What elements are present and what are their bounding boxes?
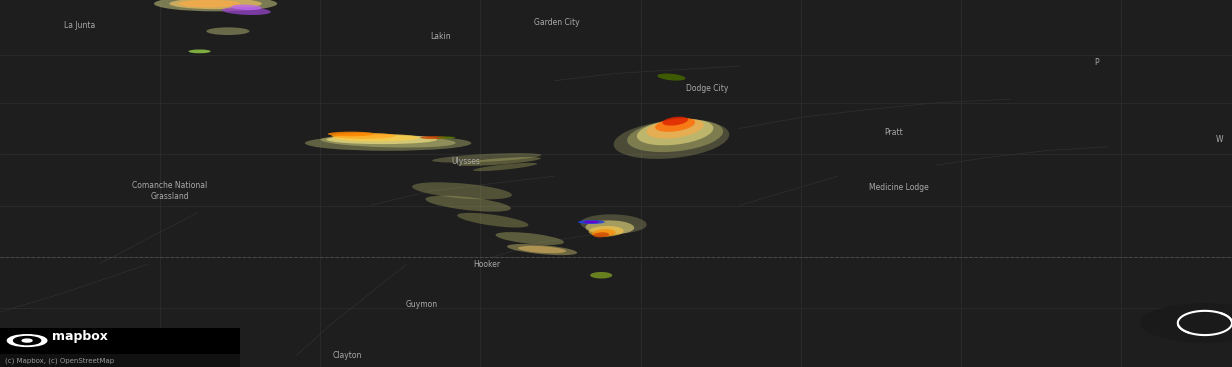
FancyBboxPatch shape: [0, 354, 240, 367]
Ellipse shape: [495, 232, 564, 245]
Ellipse shape: [578, 220, 605, 224]
Ellipse shape: [637, 119, 713, 145]
Ellipse shape: [232, 4, 261, 10]
Ellipse shape: [328, 132, 375, 136]
Ellipse shape: [627, 120, 723, 152]
Text: Comanche National
Grassland: Comanche National Grassland: [132, 181, 208, 200]
Ellipse shape: [326, 135, 437, 144]
Ellipse shape: [473, 163, 537, 171]
Ellipse shape: [436, 137, 456, 139]
Text: Medicine Lodge: Medicine Lodge: [870, 183, 929, 192]
Ellipse shape: [432, 153, 541, 163]
Ellipse shape: [584, 221, 600, 223]
Ellipse shape: [590, 272, 612, 279]
Text: Dodge City: Dodge City: [686, 84, 728, 92]
Ellipse shape: [663, 117, 687, 126]
Ellipse shape: [519, 246, 565, 253]
Text: Garden City: Garden City: [533, 18, 580, 26]
Ellipse shape: [425, 196, 511, 212]
Ellipse shape: [154, 0, 277, 11]
Ellipse shape: [333, 134, 419, 141]
Ellipse shape: [331, 133, 395, 139]
Ellipse shape: [420, 136, 447, 139]
Ellipse shape: [179, 0, 240, 7]
Text: Clayton: Clayton: [333, 352, 362, 360]
Text: P: P: [1094, 58, 1099, 67]
Ellipse shape: [207, 28, 249, 35]
Ellipse shape: [413, 182, 511, 199]
Circle shape: [1141, 304, 1232, 342]
Ellipse shape: [658, 73, 685, 81]
Circle shape: [7, 335, 47, 346]
Ellipse shape: [591, 229, 616, 237]
Circle shape: [22, 339, 32, 342]
Text: Lakin: Lakin: [431, 32, 451, 41]
Text: W: W: [1216, 135, 1223, 144]
Circle shape: [14, 337, 41, 345]
Ellipse shape: [585, 220, 634, 235]
Ellipse shape: [594, 232, 609, 237]
Ellipse shape: [457, 157, 541, 166]
Ellipse shape: [169, 0, 262, 9]
Ellipse shape: [320, 135, 456, 148]
Ellipse shape: [647, 119, 703, 138]
Ellipse shape: [188, 50, 211, 53]
Ellipse shape: [580, 214, 647, 233]
Text: mapbox: mapbox: [52, 330, 107, 344]
Ellipse shape: [304, 135, 471, 151]
Text: Hooker: Hooker: [473, 260, 500, 269]
Text: La Junta: La Junta: [64, 21, 96, 30]
FancyBboxPatch shape: [0, 328, 240, 367]
Ellipse shape: [222, 7, 271, 15]
Ellipse shape: [655, 118, 695, 132]
Text: Pratt: Pratt: [883, 128, 903, 137]
Ellipse shape: [589, 226, 623, 237]
Text: Ulysses: Ulysses: [451, 157, 480, 166]
Ellipse shape: [508, 244, 577, 255]
Text: (c) Mapbox, (c) OpenStreetMap: (c) Mapbox, (c) OpenStreetMap: [5, 357, 115, 364]
Ellipse shape: [614, 120, 729, 159]
Ellipse shape: [457, 213, 529, 228]
Text: Guymon: Guymon: [405, 300, 437, 309]
